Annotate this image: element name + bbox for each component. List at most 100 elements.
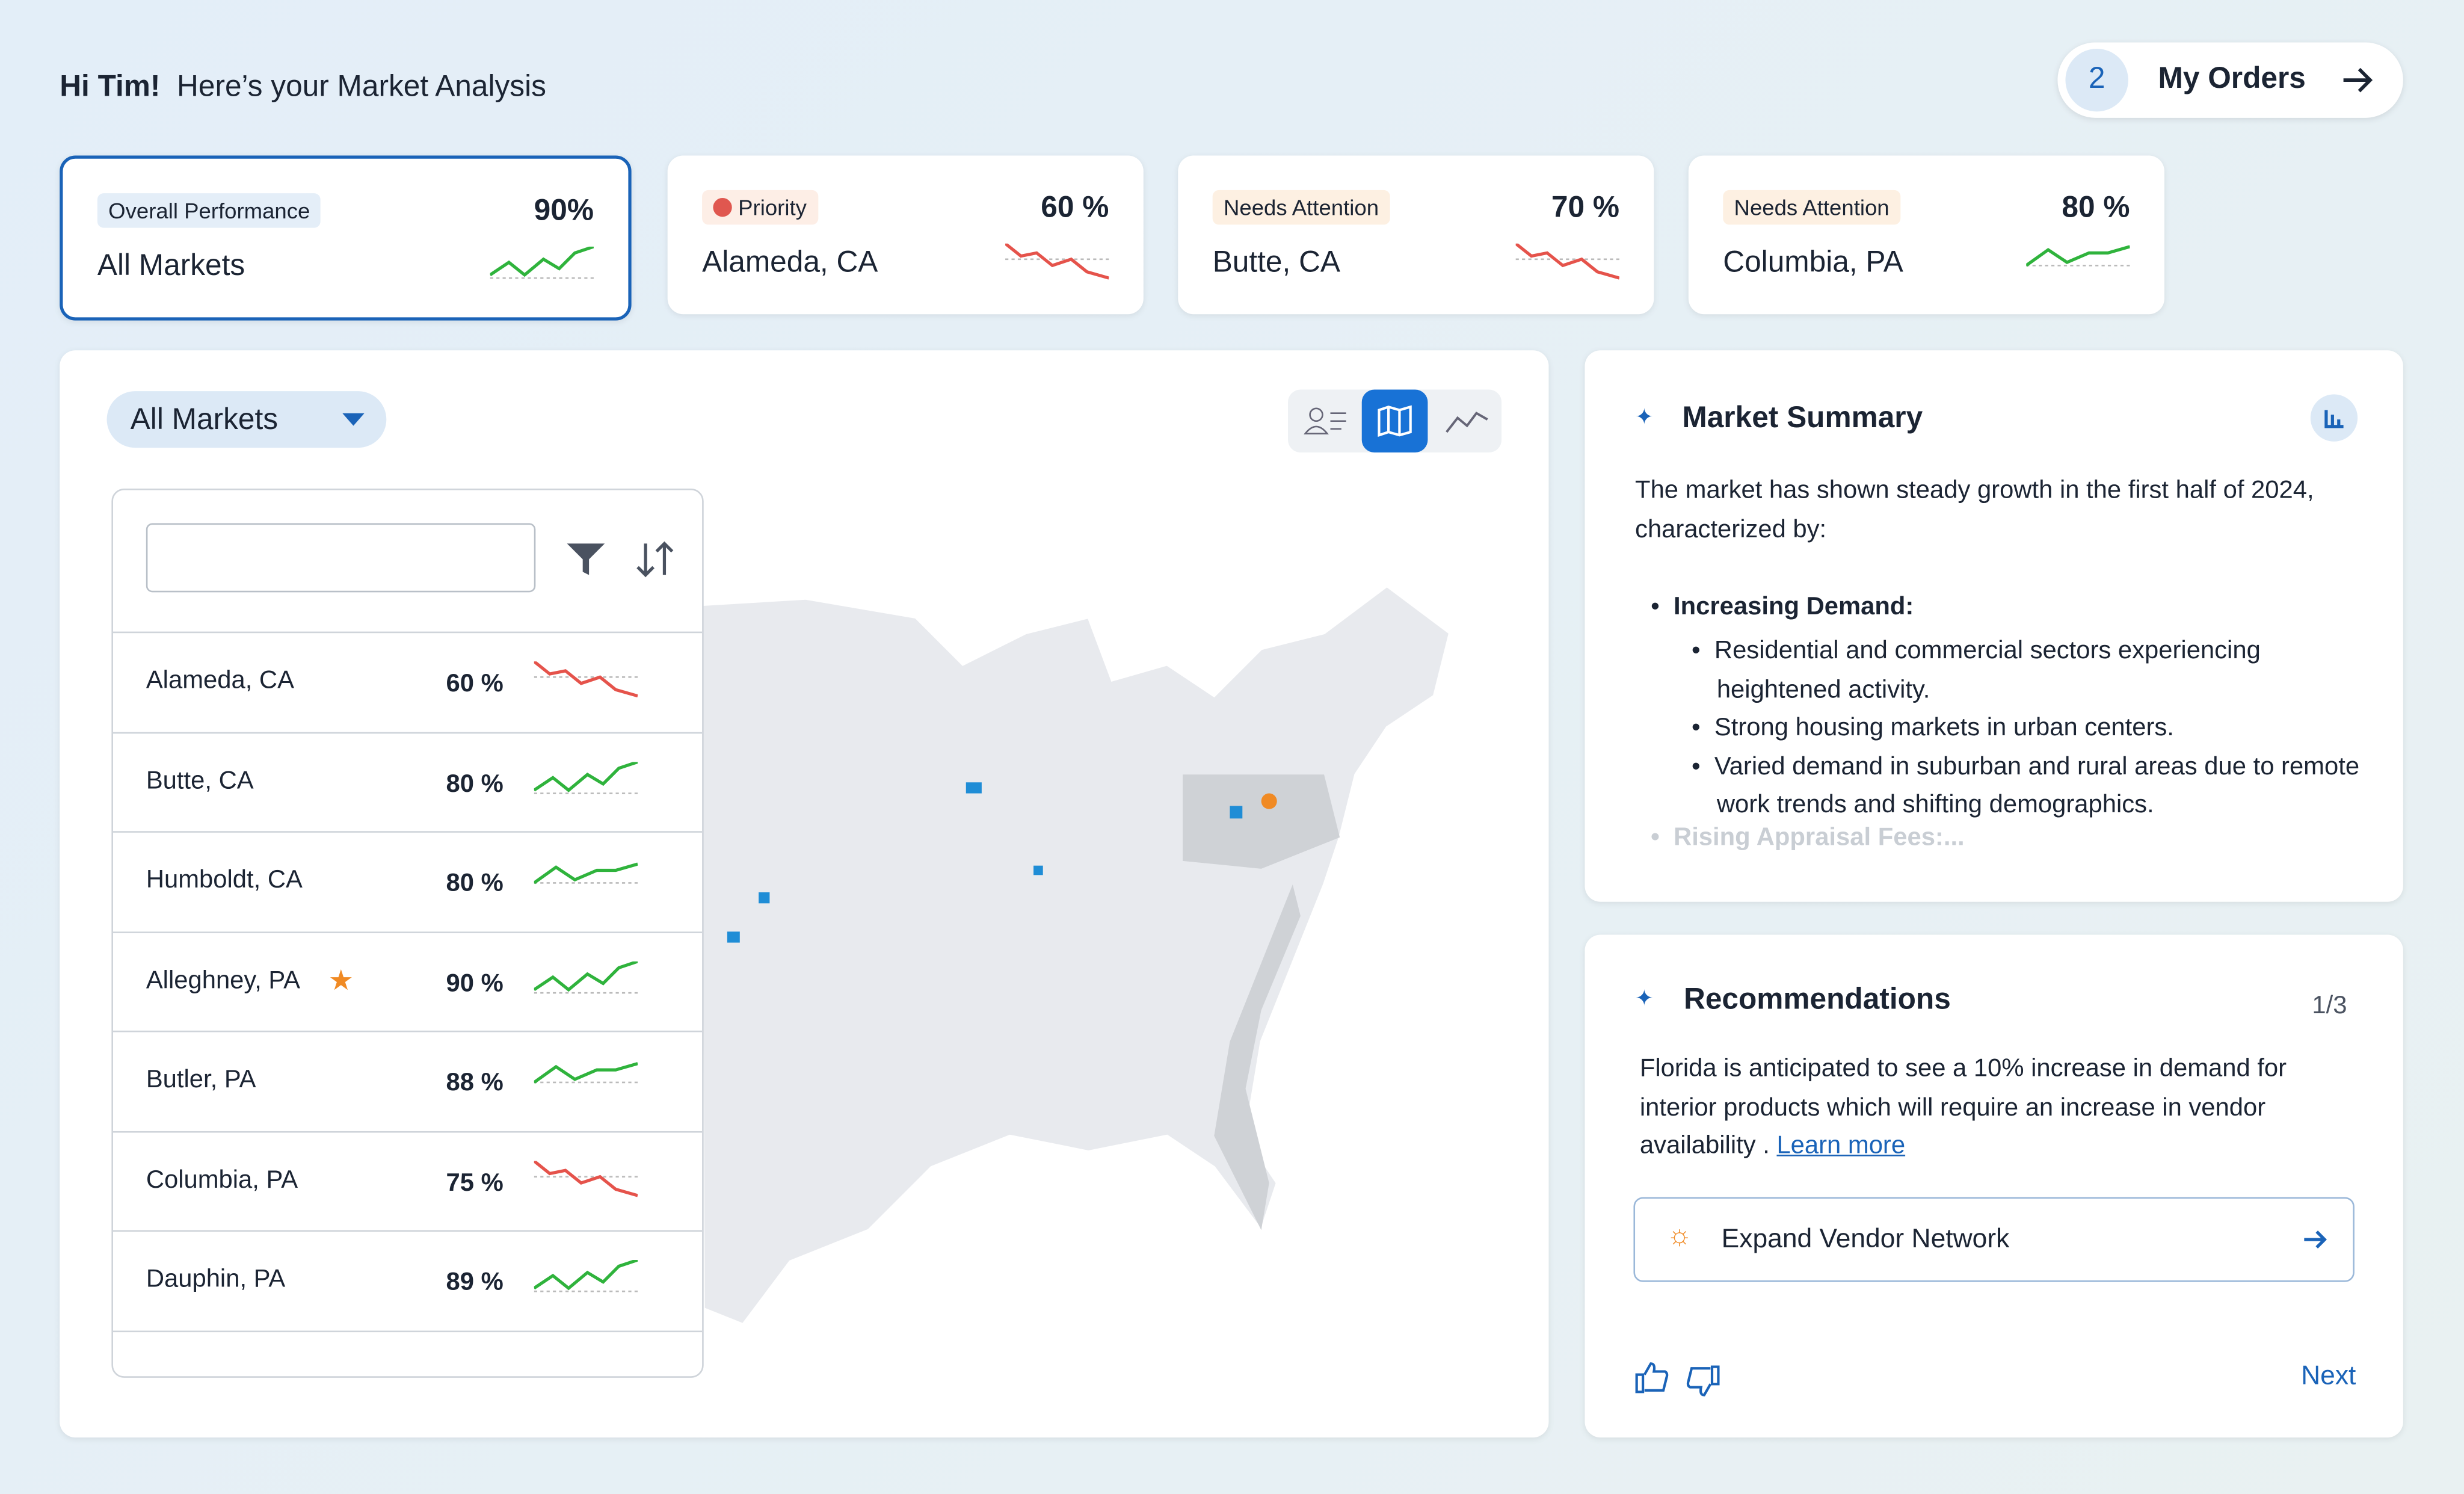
filter-button[interactable] xyxy=(565,540,606,578)
trend-view-button[interactable] xyxy=(1445,406,1489,437)
sort-button[interactable] xyxy=(635,540,676,578)
chart-button[interactable] xyxy=(2310,394,2358,442)
market-row[interactable]: Alleghney, PA ★ 90 % xyxy=(112,931,703,1031)
summary-item: • Residential and commercial sectors exp… xyxy=(1692,638,2261,703)
orders-button[interactable]: 2 My Orders xyxy=(2057,42,2403,118)
market-value: 60 % xyxy=(446,670,504,698)
summary-intro: The market has shown steady growth in th… xyxy=(1635,477,2314,543)
rec-page: 1/3 xyxy=(2312,993,2347,1020)
view-toggle xyxy=(1288,389,1502,452)
learn-more-link[interactable]: Learn more xyxy=(1776,1132,1906,1159)
kpi-card[interactable]: Priority Alameda, CA 60 % xyxy=(667,155,1144,315)
market-name: Butte, CA xyxy=(146,767,254,794)
item-text: Strong housing markets in urban centers. xyxy=(1714,715,2174,742)
faded-line: • Rising Appraisal Fees:... xyxy=(1651,824,1965,852)
market-dropdown[interactable]: All Markets xyxy=(106,391,387,448)
faded-text: Rising Appraisal Fees:... xyxy=(1674,824,1965,852)
market-row[interactable]: Humboldt, CA 80 % xyxy=(112,831,703,931)
map-view-button[interactable] xyxy=(1361,389,1428,452)
map-panel: All Markets Alameda, CA 60 % Butte, CA 80 … xyxy=(60,350,1549,1438)
us-map xyxy=(699,584,1452,1326)
sparkline xyxy=(534,961,638,999)
action-button[interactable]: ☼ Expand Vendor Network xyxy=(1633,1197,2355,1282)
market-name: Dauphin, PA xyxy=(146,1266,286,1293)
greeting: Hi Tim! xyxy=(60,70,161,104)
subtitle: Here’s your Market Analysis xyxy=(177,70,546,104)
card-tag-box: Priority xyxy=(702,190,818,225)
rec-title: Recommendations xyxy=(1683,983,1951,1017)
sparkline xyxy=(1005,244,1109,282)
sparkle-icon: ✦ xyxy=(1635,404,1654,429)
market-value: 80 % xyxy=(446,870,504,897)
market-value: 75 % xyxy=(446,1169,504,1197)
sparkle-icon: ✦ xyxy=(1635,985,1654,1010)
greeting-line: Hi Tim! Here’s your Market Analysis xyxy=(60,70,546,105)
market-name: Alleghney, PA xyxy=(146,967,301,994)
market-value: 80 % xyxy=(446,770,504,798)
kpi-card[interactable]: Overall Performance All Markets 90% xyxy=(60,155,632,321)
dropdown-label: All Markets xyxy=(130,404,279,437)
card-tag: Needs Attention xyxy=(1723,190,1900,225)
market-row[interactable]: Columbia, PA 75 % xyxy=(112,1130,703,1231)
sparkline xyxy=(2026,244,2130,282)
bar-icon xyxy=(2324,410,2344,428)
orders-label: My Orders xyxy=(2158,63,2306,96)
arrow-icon xyxy=(2304,1230,2327,1249)
arrow-icon xyxy=(2343,67,2373,93)
market-name: Humboldt, CA xyxy=(146,867,303,894)
list-view-button[interactable] xyxy=(1304,406,1348,437)
market-list: Alameda, CA 60 % Butte, CA 80 % Humboldt, … xyxy=(111,489,704,1378)
next-button[interactable]: Next xyxy=(2301,1360,2356,1391)
thumbs-down[interactable] xyxy=(1686,1365,1720,1397)
market-name: Alameda, CA xyxy=(146,667,294,695)
market-name: Butler, PA xyxy=(146,1066,256,1094)
kpi-card[interactable]: Needs Attention Butte, CA 70 % xyxy=(1178,155,1654,315)
search-input[interactable] xyxy=(146,523,536,593)
alert-icon xyxy=(713,197,732,217)
market-row[interactable]: Alameda, CA 60 % xyxy=(112,631,703,732)
rec-text: Florida is anticipated to see a 10% incr… xyxy=(1639,1055,2287,1159)
sparkline xyxy=(534,761,638,799)
bullet-line: • Increasing Demand: xyxy=(1651,593,1914,621)
sparkline xyxy=(534,1060,638,1098)
sparkline xyxy=(534,661,638,699)
card-tag: Priority xyxy=(738,194,807,220)
card-tag: Needs Attention xyxy=(1212,190,1390,225)
sparkline xyxy=(534,1160,638,1198)
rec-text-block: Florida is anticipated to see a 10% incr… xyxy=(1640,1051,2355,1167)
summary-item: • Strong housing markets in urban center… xyxy=(1692,715,2174,742)
map-icon xyxy=(1378,405,1412,437)
caret xyxy=(342,413,365,426)
sparkline xyxy=(490,247,594,285)
summary-item: • Varied demand in suburban and rural ar… xyxy=(1692,753,2360,819)
market-value: 88 % xyxy=(446,1070,504,1097)
action-label: Expand Vendor Network xyxy=(1721,1223,2010,1254)
card-tag: Overall Performance xyxy=(97,193,321,228)
item-text: Residential and commercial sectors exper… xyxy=(1714,638,2261,703)
card-name: All Markets xyxy=(97,250,245,283)
item-text: Varied demand in suburban and rural area… xyxy=(1714,753,2360,819)
market-name: Columbia, PA xyxy=(146,1166,298,1194)
card-name: Butte, CA xyxy=(1212,246,1341,280)
card-value: 80 % xyxy=(2062,191,2130,225)
recommendations-panel: ✦ Recommendations 1/3 Florida is anticip… xyxy=(1585,934,2403,1438)
market-value: 90 % xyxy=(446,970,504,997)
market-row[interactable]: Dauphin, PA 89 % xyxy=(112,1230,703,1330)
thumbs-up[interactable] xyxy=(1635,1362,1669,1394)
card-value: 90% xyxy=(534,194,594,228)
card-value: 60 % xyxy=(1041,191,1109,225)
summary-items: • Residential and commercial sectors exp… xyxy=(1648,633,2383,826)
sparkline xyxy=(1516,244,1619,282)
card-name: Columbia, PA xyxy=(1723,246,1903,280)
market-row[interactable]: Butte, CA 80 % xyxy=(112,731,703,832)
kpi-card[interactable]: Needs Attention Columbia, PA 80 % xyxy=(1688,155,2164,315)
card-name: Alameda, CA xyxy=(702,246,878,280)
bulb-icon: ☼ xyxy=(1666,1219,1693,1251)
summary-panel: ✦ Market Summary The market has shown st… xyxy=(1585,350,2403,902)
card-value: 70 % xyxy=(1551,191,1619,225)
sparkline xyxy=(534,1260,638,1298)
market-row[interactable]: Butler, PA 88 % xyxy=(112,1030,703,1131)
market-value: 89 % xyxy=(446,1269,504,1297)
